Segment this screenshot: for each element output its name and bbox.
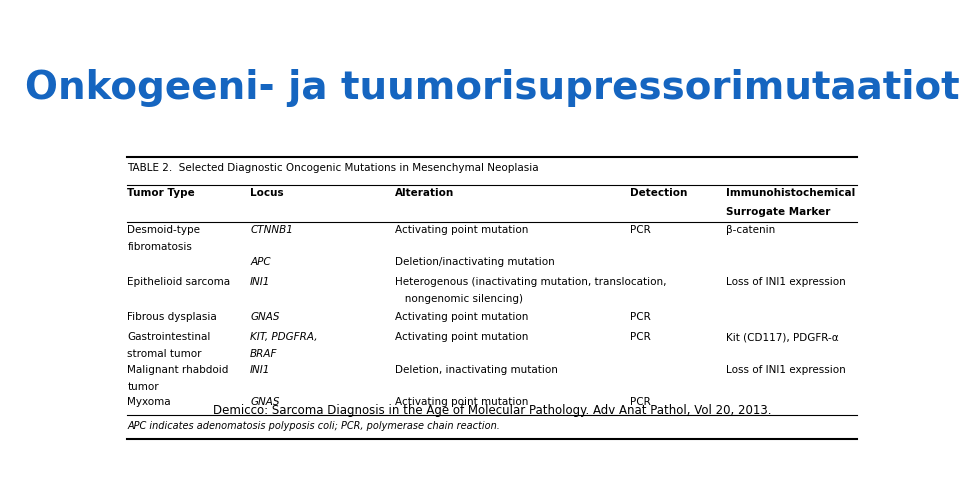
Text: TABLE 2.  Selected Diagnostic Oncogenic Mutations in Mesenchymal Neoplasia: TABLE 2. Selected Diagnostic Oncogenic M… xyxy=(128,162,540,172)
Text: Detection: Detection xyxy=(630,188,687,198)
Text: Malignant rhabdoid: Malignant rhabdoid xyxy=(128,365,228,376)
Text: Activating point mutation: Activating point mutation xyxy=(396,332,529,342)
Text: APC: APC xyxy=(251,257,271,267)
Text: KIT, PDGFRA,: KIT, PDGFRA, xyxy=(251,332,318,342)
Text: Gastrointestinal: Gastrointestinal xyxy=(128,332,211,342)
Text: Deletion, inactivating mutation: Deletion, inactivating mutation xyxy=(396,365,558,376)
Text: APC indicates adenomatosis polyposis coli; PCR, polymerase chain reaction.: APC indicates adenomatosis polyposis col… xyxy=(128,421,500,431)
Text: PCR: PCR xyxy=(630,397,650,407)
Text: fibromatosis: fibromatosis xyxy=(128,242,192,252)
Text: Surrogate Marker: Surrogate Marker xyxy=(727,207,830,217)
Text: PCR: PCR xyxy=(630,332,650,342)
Text: INI1: INI1 xyxy=(251,365,271,376)
Text: Epithelioid sarcoma: Epithelioid sarcoma xyxy=(128,277,230,287)
Text: Desmoid-type: Desmoid-type xyxy=(128,225,201,235)
Text: Activating point mutation: Activating point mutation xyxy=(396,225,529,235)
Text: nongenomic silencing): nongenomic silencing) xyxy=(396,294,523,304)
Text: Loss of INI1 expression: Loss of INI1 expression xyxy=(727,277,846,287)
Text: Kit (CD117), PDGFR-α: Kit (CD117), PDGFR-α xyxy=(727,332,839,342)
Text: GNAS: GNAS xyxy=(251,312,279,322)
Text: Tumor Type: Tumor Type xyxy=(128,188,195,198)
Text: GNAS: GNAS xyxy=(251,397,279,407)
Text: Locus: Locus xyxy=(251,188,284,198)
Text: β-catenin: β-catenin xyxy=(727,225,776,235)
Text: Heterogenous (inactivating mutation, translocation,: Heterogenous (inactivating mutation, tra… xyxy=(396,277,667,287)
Text: PCR: PCR xyxy=(630,225,650,235)
Text: tumor: tumor xyxy=(128,382,159,392)
Text: Onkogeeni- ja tuumorisupressorimutaatiot: Onkogeeni- ja tuumorisupressorimutaatiot xyxy=(25,68,959,106)
Text: Activating point mutation: Activating point mutation xyxy=(396,397,529,407)
Text: Alteration: Alteration xyxy=(396,188,454,198)
Text: Myxoma: Myxoma xyxy=(128,397,171,407)
Text: Deletion/inactivating mutation: Deletion/inactivating mutation xyxy=(396,257,555,267)
Text: CTNNB1: CTNNB1 xyxy=(251,225,293,235)
Text: stromal tumor: stromal tumor xyxy=(128,349,202,359)
Text: BRAF: BRAF xyxy=(251,349,277,359)
Text: Immunohistochemical: Immunohistochemical xyxy=(727,188,855,198)
Text: Fibrous dysplasia: Fibrous dysplasia xyxy=(128,312,217,322)
Text: Loss of INI1 expression: Loss of INI1 expression xyxy=(727,365,846,376)
Text: Demicco: Sarcoma Diagnosis in the Age of Molecular Pathology. Adv Anat Pathol, V: Demicco: Sarcoma Diagnosis in the Age of… xyxy=(213,404,771,417)
Text: PCR: PCR xyxy=(630,312,650,322)
Text: INI1: INI1 xyxy=(251,277,271,287)
Text: Activating point mutation: Activating point mutation xyxy=(396,312,529,322)
